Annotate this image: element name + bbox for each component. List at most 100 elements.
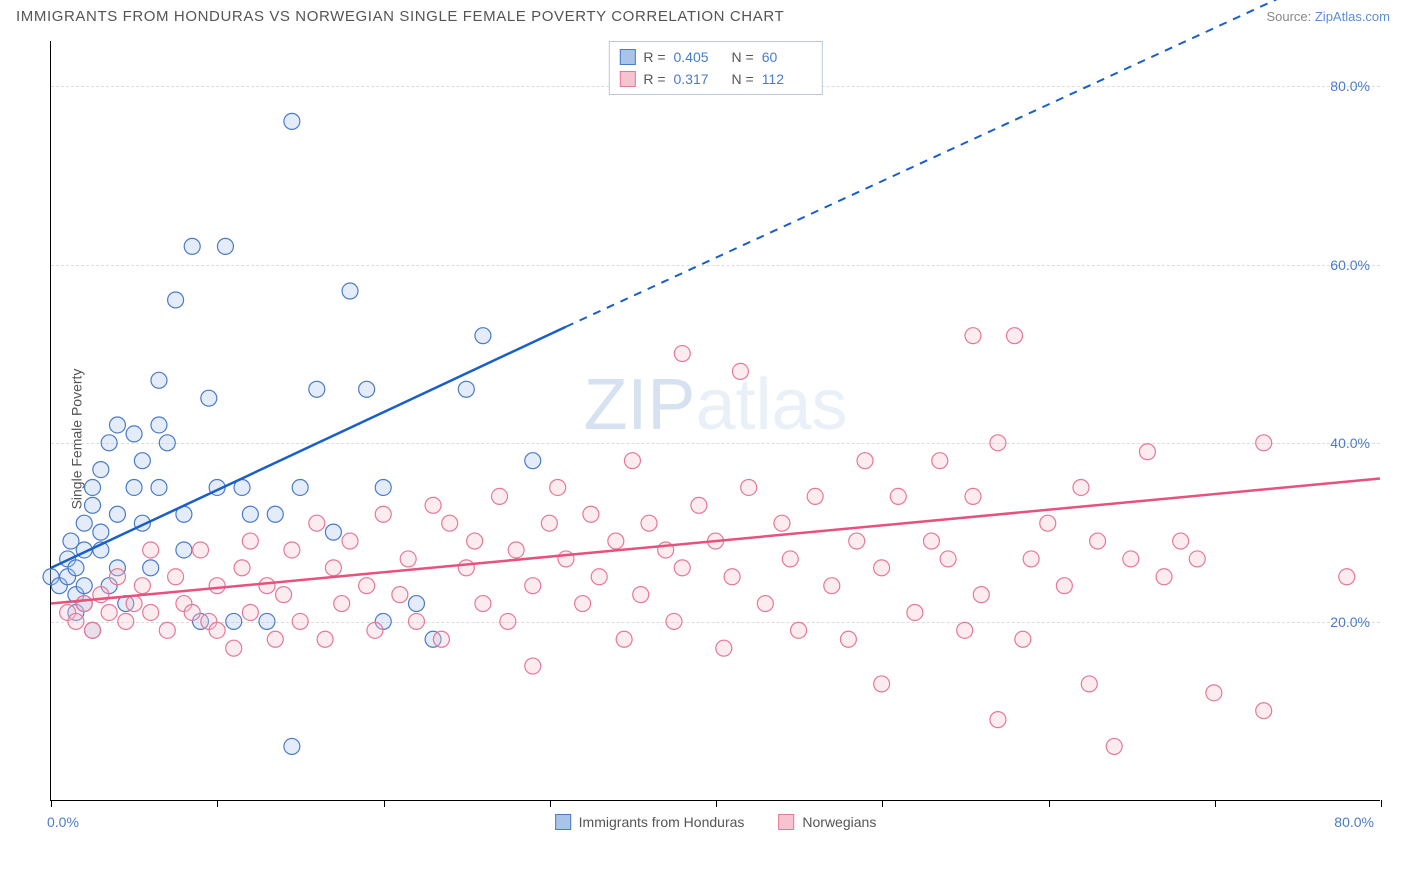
data-point <box>641 515 657 531</box>
data-point <box>616 631 632 647</box>
data-point <box>242 506 258 522</box>
data-point <box>292 613 308 629</box>
data-point <box>1015 631 1031 647</box>
data-point <box>259 613 275 629</box>
plot-region: ZIPatlas R = 0.405 N = 60 R = 0.317 N = … <box>50 41 1380 801</box>
x-tick <box>1049 800 1050 807</box>
data-point <box>375 506 391 522</box>
swatch-honduras <box>619 49 635 65</box>
data-point <box>68 560 84 576</box>
data-point <box>359 381 375 397</box>
data-point <box>109 506 125 522</box>
data-point <box>624 453 640 469</box>
data-point <box>990 712 1006 728</box>
data-point <box>226 613 242 629</box>
n-label: N = <box>732 46 754 68</box>
data-point <box>309 515 325 531</box>
data-point <box>965 488 981 504</box>
data-point <box>334 596 350 612</box>
data-point <box>583 506 599 522</box>
data-point <box>284 113 300 129</box>
data-point <box>267 631 283 647</box>
data-point <box>134 453 150 469</box>
data-point <box>525 578 541 594</box>
data-point <box>1173 533 1189 549</box>
data-point <box>201 390 217 406</box>
data-point <box>500 613 516 629</box>
data-point <box>400 551 416 567</box>
x-min-label: 0.0% <box>47 814 79 830</box>
data-point <box>76 578 92 594</box>
data-point <box>342 533 358 549</box>
legend-label-honduras: Immigrants from Honduras <box>579 814 745 830</box>
data-point <box>68 613 84 629</box>
x-tick <box>550 800 551 807</box>
data-point <box>143 604 159 620</box>
data-point <box>1073 479 1089 495</box>
x-tick <box>716 800 717 807</box>
data-point <box>159 435 175 451</box>
data-point <box>633 587 649 603</box>
data-point <box>151 479 167 495</box>
data-point <box>774 515 790 531</box>
swatch-norwegians-icon <box>778 814 794 830</box>
data-point <box>890 488 906 504</box>
data-point <box>242 533 258 549</box>
data-point <box>475 328 491 344</box>
chart-header: IMMIGRANTS FROM HONDURAS VS NORWEGIAN SI… <box>0 0 1406 29</box>
data-point <box>1056 578 1072 594</box>
data-point <box>575 596 591 612</box>
x-max-label: 80.0% <box>1334 814 1374 830</box>
data-point <box>1123 551 1139 567</box>
data-point <box>458 381 474 397</box>
data-point <box>442 515 458 531</box>
swatch-norwegians <box>619 71 635 87</box>
data-point <box>134 578 150 594</box>
data-point <box>109 569 125 585</box>
data-point <box>782 551 798 567</box>
plot-svg <box>51 41 1380 800</box>
data-point <box>284 738 300 754</box>
data-point <box>309 381 325 397</box>
data-point <box>151 417 167 433</box>
data-point <box>807 488 823 504</box>
data-point <box>1206 685 1222 701</box>
data-point <box>874 676 890 692</box>
data-point <box>957 622 973 638</box>
data-point <box>159 622 175 638</box>
data-point <box>126 596 142 612</box>
data-point <box>932 453 948 469</box>
data-point <box>359 578 375 594</box>
legend-item-honduras: Immigrants from Honduras <box>555 814 745 830</box>
legend-row-norwegians: R = 0.317 N = 112 <box>619 68 811 90</box>
n-value-honduras: 60 <box>762 46 812 68</box>
data-point <box>85 479 101 495</box>
source-link[interactable]: ZipAtlas.com <box>1315 9 1390 24</box>
data-point <box>923 533 939 549</box>
data-point <box>209 622 225 638</box>
x-tick <box>1215 800 1216 807</box>
data-point <box>126 479 142 495</box>
data-point <box>425 497 441 513</box>
data-point <box>691 497 707 513</box>
data-point <box>874 560 890 576</box>
data-point <box>550 479 566 495</box>
source-prefix: Source: <box>1266 9 1314 24</box>
data-point <box>732 363 748 379</box>
data-point <box>840 631 856 647</box>
data-point <box>408 613 424 629</box>
data-point <box>1106 738 1122 754</box>
r-value-norwegians: 0.317 <box>674 68 724 90</box>
data-point <box>467 533 483 549</box>
data-point <box>1090 533 1106 549</box>
data-point <box>940 551 956 567</box>
data-point <box>317 631 333 647</box>
data-point <box>151 372 167 388</box>
data-point <box>267 506 283 522</box>
data-point <box>118 613 134 629</box>
x-tick <box>51 800 52 807</box>
data-point <box>558 551 574 567</box>
data-point <box>109 417 125 433</box>
data-point <box>666 613 682 629</box>
data-point <box>757 596 773 612</box>
